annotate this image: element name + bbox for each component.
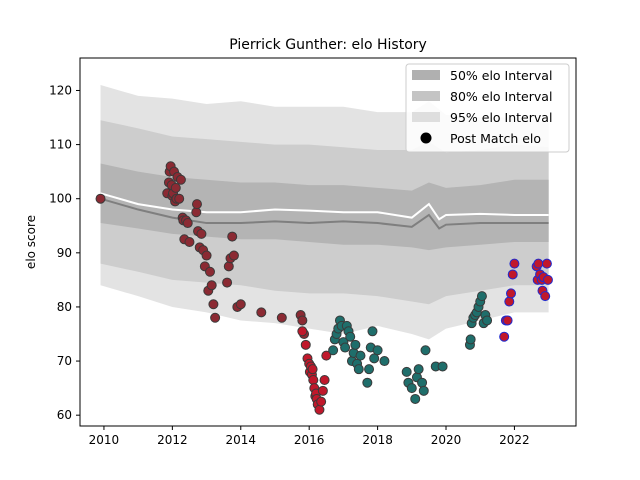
- legend-label-50: 50% elo Interval: [450, 68, 552, 83]
- data-point-s4-8: [476, 291, 487, 302]
- data-point-s0-21: [191, 207, 202, 218]
- data-point-s3-16: [355, 350, 366, 361]
- legend-label-80: 80% elo Interval: [450, 89, 552, 104]
- data-point-s5-4: [506, 288, 517, 299]
- data-point-s0-37: [227, 231, 238, 242]
- data-point-s5-3: [504, 296, 515, 307]
- data-point-s3-31: [418, 385, 429, 396]
- legend-label-post-match: Post Match elo: [450, 131, 541, 146]
- data-point-s1-1: [276, 312, 287, 323]
- data-point-s0-19: [182, 218, 193, 229]
- data-point-s6-8: [541, 258, 552, 269]
- data-point-s0-13: [174, 193, 185, 204]
- data-point-s3-34: [437, 361, 448, 372]
- data-point-s2-8: [308, 375, 319, 385]
- data-point-s0-40: [235, 299, 246, 310]
- data-point-s0-10: [170, 182, 181, 193]
- x-tick-label-4: 2018: [362, 433, 393, 447]
- x-tick-label-6: 2022: [499, 433, 530, 447]
- x-tick-label-2: 2014: [225, 433, 256, 447]
- y-tick-label-2: 80: [57, 300, 72, 314]
- expected-elo-line: [100, 192, 549, 221]
- legend-box: [405, 63, 570, 153]
- chart-title: Pierrick Gunther: elo History: [229, 37, 427, 53]
- data-point-s0-28: [201, 250, 212, 261]
- x-tick-label-3: 2016: [294, 433, 325, 447]
- data-point-s0-31: [206, 280, 217, 291]
- data-point-s3-23: [379, 356, 390, 367]
- legend: 50% elo Interval 80% elo Interval 95% el…: [405, 63, 570, 153]
- y-axis-label: elo score: [24, 215, 38, 269]
- data-point-s2-18: [321, 350, 332, 361]
- data-point-s0-22: [191, 199, 202, 210]
- x-tick-label-1: 2012: [157, 433, 188, 447]
- data-point-s3-13: [350, 339, 361, 350]
- data-point-s2-1: [300, 339, 311, 350]
- y-axis: 60 70 80 90 100 110 120: [49, 83, 80, 422]
- legend-marker-post-match: [420, 132, 432, 144]
- data-point-s4-11: [482, 315, 493, 326]
- legend-label-95: 95% elo Interval: [450, 110, 552, 125]
- data-point-s5-0: [499, 331, 510, 342]
- y-tick-label-6: 120: [49, 83, 72, 97]
- data-point-s3-26: [406, 383, 417, 394]
- data-points: [95, 161, 553, 415]
- y-tick-label-4: 100: [49, 192, 72, 206]
- y-tick-label-5: 110: [49, 138, 72, 152]
- data-point-s5-5: [507, 269, 518, 280]
- data-point-s2-7: [307, 364, 318, 375]
- data-point-s0-25: [196, 228, 207, 239]
- data-point-s3-27: [410, 393, 421, 404]
- data-point-s6-7: [540, 291, 551, 302]
- data-point-s3-32: [420, 345, 431, 356]
- data-point-s2-16: [317, 385, 328, 396]
- y-tick-label-3: 90: [57, 246, 72, 260]
- x-tick-label-0: 2010: [89, 433, 120, 447]
- data-point-s3-24: [401, 366, 412, 377]
- band-50: [100, 163, 549, 251]
- data-point-s3-29: [413, 364, 424, 375]
- data-point-s3-30: [417, 377, 428, 388]
- data-point-s3-18: [364, 364, 375, 375]
- legend-swatch-50: [412, 70, 440, 80]
- data-point-s2-14: [314, 404, 325, 415]
- data-point-s3-22: [372, 345, 383, 356]
- data-point-s0-32: [208, 299, 219, 310]
- data-point-s6-9: [542, 274, 553, 285]
- data-point-s0-0: [95, 193, 106, 204]
- data-point-s3-7: [340, 342, 351, 353]
- data-point-s0-33: [210, 312, 221, 323]
- axes-frame: [79, 57, 577, 427]
- data-point-s2-0: [297, 326, 308, 337]
- data-point-s3-20: [367, 326, 378, 337]
- data-point-s0-20: [184, 237, 195, 247]
- x-axis: 2010 2012 2014 2016 2018 2020 2022: [89, 426, 530, 447]
- data-point-s3-0: [328, 345, 339, 356]
- data-point-s3-15: [353, 364, 364, 375]
- data-point-s3-17: [362, 377, 373, 388]
- data-point-s5-6: [509, 258, 520, 269]
- y-tick-label-1: 70: [57, 354, 72, 368]
- data-point-s1-3: [297, 315, 308, 326]
- x-tick-label-5: 2020: [431, 433, 462, 447]
- data-point-s3-10: [345, 331, 356, 342]
- data-point-s0-30: [204, 266, 215, 277]
- data-point-s2-15: [316, 396, 327, 407]
- y-tick-label-0: 60: [57, 408, 72, 422]
- legend-swatch-95: [412, 112, 440, 122]
- legend-swatch-80: [412, 91, 440, 101]
- data-point-s1-0: [256, 307, 267, 318]
- data-point-s0-35: [223, 261, 234, 272]
- data-point-s6-2: [533, 258, 544, 269]
- data-point-s4-1: [465, 334, 476, 345]
- data-point-s0-34: [222, 277, 233, 288]
- data-point-s0-38: [228, 250, 239, 261]
- data-point-s2-17: [319, 375, 330, 385]
- data-point-s5-2: [502, 315, 513, 326]
- data-point-s0-14: [175, 174, 186, 185]
